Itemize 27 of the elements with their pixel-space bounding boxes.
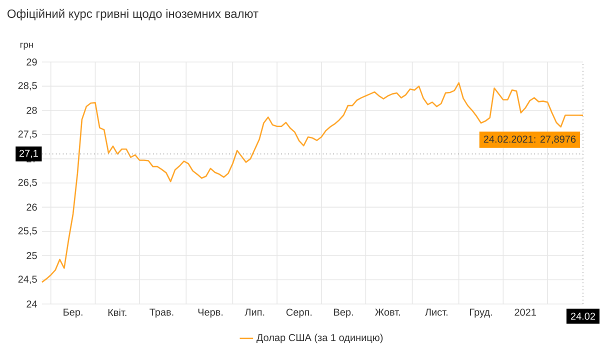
x-tick-label: Груд.	[470, 308, 492, 318]
y-tick-label: 25	[26, 252, 37, 260]
x-tick-label: 24.02	[570, 312, 595, 320]
x-tick-label: Жовт.	[375, 308, 400, 316]
x-tick-label: 2021	[514, 308, 536, 316]
annotation: 24.02.2021: 27,8976	[484, 136, 576, 144]
y-tick-label: 25,5	[18, 227, 37, 236]
y-axis-title: грн	[20, 42, 33, 50]
x-tick-label: Лип.	[244, 308, 264, 316]
ref-line-label: 27,1	[19, 150, 38, 158]
x-tick-label: Черв.	[198, 308, 223, 318]
x-tick-label: Серп.	[286, 308, 312, 318]
x-tick-label: Бер.	[64, 308, 82, 318]
x-tick-label: Вер.	[334, 308, 353, 318]
y-tick-label: 27,5	[18, 130, 37, 139]
y-tick-label: 24,5	[18, 276, 37, 284]
legend-label: Долар США (за 1 одиницю)	[256, 334, 383, 344]
x-tick-label: Квіт.	[108, 308, 126, 316]
x-tick-label: Лист.	[425, 308, 448, 316]
y-tick-label: 29	[26, 58, 37, 66]
y-tick-label: 24	[26, 300, 38, 308]
y-tick-label: 26,5	[18, 178, 37, 188]
y-tick-label: 26	[26, 204, 37, 211]
chart-title: Офіційний курс гривні щодо іноземних валют	[8, 8, 258, 20]
y-tick-label: 28,5	[18, 82, 37, 90]
x-tick-label: Трав.	[150, 308, 174, 318]
y-tick-label: 28	[26, 106, 37, 114]
